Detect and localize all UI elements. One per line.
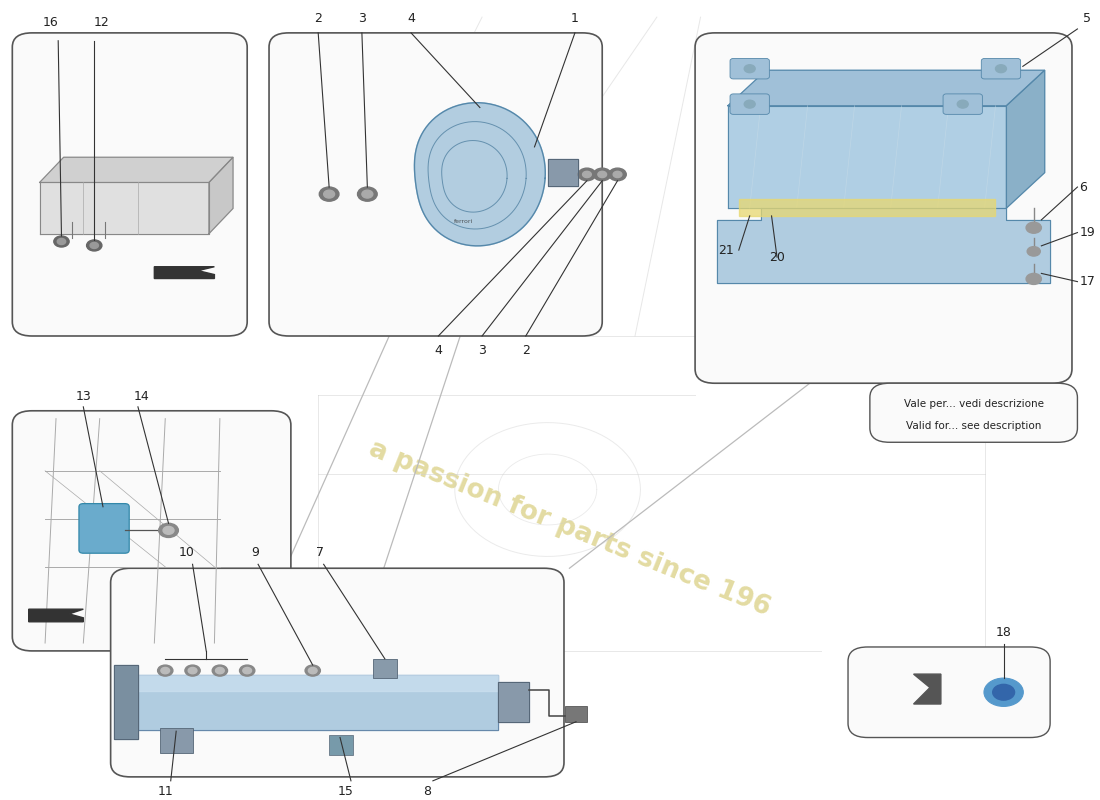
Circle shape (745, 65, 756, 73)
Circle shape (90, 242, 99, 249)
Text: 16: 16 (43, 16, 58, 29)
Circle shape (984, 678, 1023, 706)
Text: 3: 3 (478, 344, 486, 357)
Text: 1: 1 (571, 12, 579, 25)
Circle shape (188, 667, 197, 674)
Text: 2: 2 (315, 12, 322, 25)
Polygon shape (548, 158, 579, 186)
FancyBboxPatch shape (943, 94, 982, 114)
FancyBboxPatch shape (730, 58, 769, 79)
FancyBboxPatch shape (160, 728, 192, 754)
Polygon shape (29, 609, 84, 622)
Polygon shape (154, 266, 215, 278)
FancyBboxPatch shape (565, 706, 587, 722)
Text: 4: 4 (407, 12, 415, 25)
Polygon shape (498, 682, 529, 722)
Circle shape (157, 665, 173, 676)
Circle shape (212, 665, 228, 676)
Text: 7: 7 (317, 546, 324, 558)
FancyBboxPatch shape (329, 735, 353, 755)
Circle shape (305, 665, 320, 676)
Circle shape (992, 684, 1014, 700)
Polygon shape (1006, 70, 1045, 208)
Text: 18: 18 (996, 626, 1012, 639)
FancyBboxPatch shape (111, 568, 564, 777)
FancyBboxPatch shape (12, 410, 290, 651)
Text: 15: 15 (338, 785, 353, 798)
Polygon shape (40, 182, 209, 234)
Text: Vale per... vedi descrizione: Vale per... vedi descrizione (904, 399, 1044, 409)
Text: Valid for... see description: Valid for... see description (906, 422, 1042, 431)
Polygon shape (40, 158, 233, 182)
Polygon shape (209, 158, 233, 234)
Circle shape (240, 665, 255, 676)
Text: 17: 17 (1079, 275, 1096, 288)
FancyBboxPatch shape (870, 383, 1077, 442)
FancyBboxPatch shape (79, 504, 129, 554)
Polygon shape (728, 106, 1006, 208)
Circle shape (1026, 222, 1042, 234)
Text: 11: 11 (157, 785, 173, 798)
FancyBboxPatch shape (373, 658, 397, 678)
Text: 13: 13 (76, 390, 91, 403)
Circle shape (362, 190, 373, 198)
Circle shape (613, 171, 621, 178)
Circle shape (323, 190, 334, 198)
Text: 2: 2 (521, 344, 530, 357)
Circle shape (996, 65, 1006, 73)
FancyBboxPatch shape (730, 94, 769, 114)
Circle shape (87, 240, 102, 251)
Circle shape (319, 187, 339, 202)
Text: 10: 10 (179, 546, 195, 558)
Circle shape (598, 171, 606, 178)
Text: 6: 6 (1079, 181, 1088, 194)
Circle shape (583, 171, 592, 178)
Text: ferrori: ferrori (454, 219, 473, 224)
Circle shape (216, 667, 224, 674)
Circle shape (54, 236, 69, 247)
Circle shape (243, 667, 252, 674)
Circle shape (163, 526, 174, 534)
Text: 21: 21 (718, 243, 734, 257)
FancyBboxPatch shape (12, 33, 248, 336)
Polygon shape (728, 70, 1045, 106)
Polygon shape (138, 674, 498, 730)
FancyBboxPatch shape (695, 33, 1072, 383)
Polygon shape (138, 674, 498, 691)
Text: 5: 5 (1082, 12, 1091, 25)
Text: 19: 19 (1079, 226, 1096, 239)
Circle shape (1026, 274, 1042, 285)
Circle shape (594, 168, 610, 181)
Text: 14: 14 (133, 390, 150, 403)
Polygon shape (114, 665, 138, 739)
Circle shape (608, 168, 626, 181)
Circle shape (185, 665, 200, 676)
Text: 12: 12 (94, 16, 110, 29)
Polygon shape (415, 102, 546, 246)
Circle shape (579, 168, 596, 181)
Polygon shape (717, 208, 1050, 283)
Text: 9: 9 (251, 546, 258, 558)
Text: 3: 3 (358, 12, 366, 25)
Text: 4: 4 (434, 344, 442, 357)
Circle shape (57, 238, 66, 245)
FancyBboxPatch shape (270, 33, 602, 336)
Circle shape (161, 667, 169, 674)
Circle shape (745, 100, 756, 108)
Circle shape (1027, 246, 1041, 256)
FancyBboxPatch shape (848, 647, 1050, 738)
Text: 8: 8 (424, 785, 431, 798)
Text: a passion for parts since 196: a passion for parts since 196 (365, 436, 774, 622)
Polygon shape (739, 198, 996, 216)
Text: 20: 20 (769, 250, 785, 264)
Circle shape (957, 100, 968, 108)
Polygon shape (914, 674, 940, 704)
FancyBboxPatch shape (981, 58, 1021, 79)
Circle shape (308, 667, 317, 674)
Circle shape (358, 187, 377, 202)
Circle shape (158, 523, 178, 538)
